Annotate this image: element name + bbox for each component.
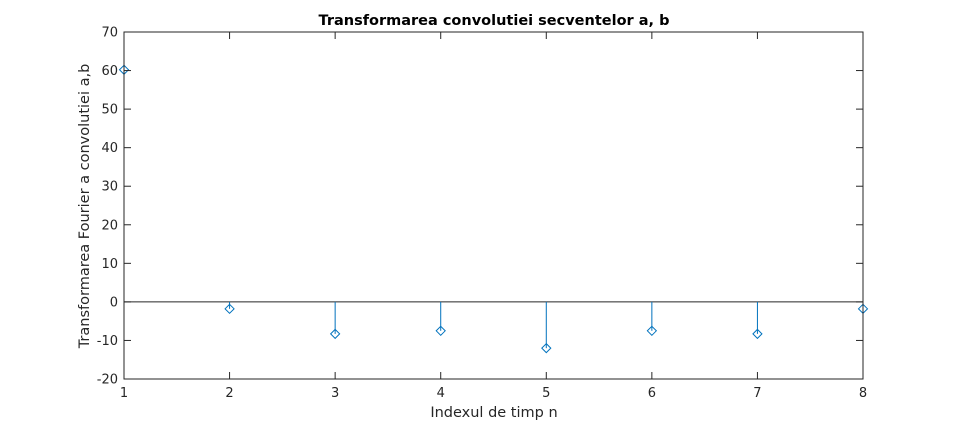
x-tick-label: 5 [542, 386, 550, 401]
axes-box [123, 31, 864, 380]
stem-marker [541, 342, 552, 354]
y-tick-label: 0 [110, 295, 118, 310]
y-tick-label: 10 [101, 257, 118, 272]
stem-marker [224, 303, 235, 315]
y-tick-label: 50 [101, 103, 118, 118]
y-tick-label: 40 [101, 141, 118, 156]
chart-title: Transformarea convolutiei secventelor a,… [319, 13, 670, 29]
stem-marker [329, 328, 341, 340]
x-tick-label: 7 [753, 386, 761, 401]
x-tick-label: 3 [331, 386, 339, 401]
x-tick-label: 6 [648, 386, 656, 401]
stem-marker [435, 325, 446, 337]
y-tick-label: 60 [101, 64, 118, 79]
plot-area [118, 31, 869, 380]
x-tick-label: 8 [859, 386, 867, 401]
y-tick-label: -20 [97, 373, 118, 388]
y-tick-label: -10 [97, 334, 118, 349]
x-tick-label: 4 [437, 386, 445, 401]
y-tick-label: 30 [101, 180, 118, 195]
y-tick-label: 70 [101, 26, 118, 41]
stem-marker [646, 325, 658, 337]
axes-background [124, 32, 863, 379]
stem-marker [752, 328, 763, 340]
y-tick-label: 20 [101, 218, 118, 233]
x-axis-label: Indexul de timp n [430, 405, 557, 421]
y-axis-label: Transformarea Fourier a convolutiei a,b [77, 64, 93, 350]
x-tick-label: 2 [225, 386, 233, 401]
x-tick-label: 1 [120, 386, 128, 401]
